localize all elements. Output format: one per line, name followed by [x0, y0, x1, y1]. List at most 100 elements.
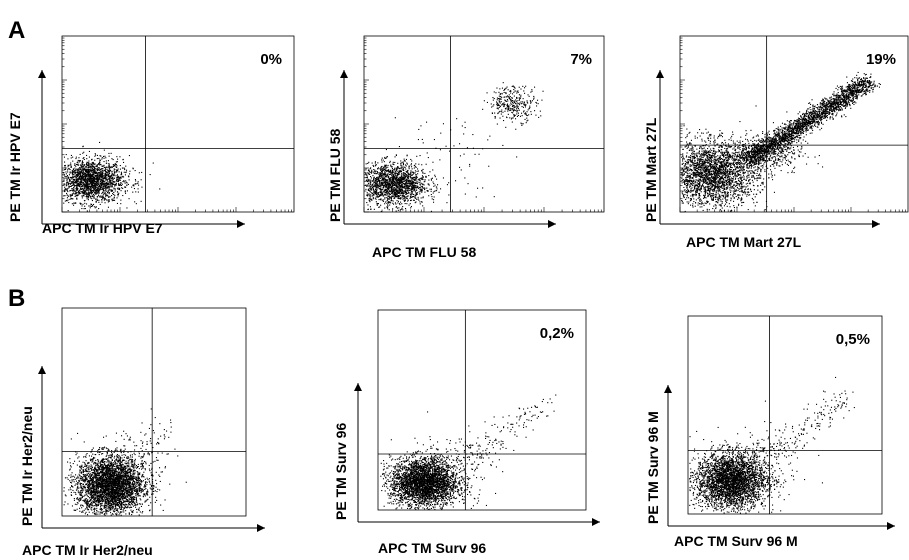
data-point — [417, 170, 419, 172]
data-point — [109, 184, 111, 186]
data-point — [110, 176, 112, 178]
data-point — [405, 191, 407, 193]
data-point — [66, 189, 68, 191]
data-point — [702, 156, 704, 158]
data-point — [98, 162, 100, 164]
data-point — [64, 186, 66, 188]
data-point — [398, 192, 400, 194]
data-point — [392, 188, 394, 190]
data-point — [724, 182, 726, 184]
data-point — [390, 189, 392, 191]
data-point — [88, 179, 90, 181]
data-point — [87, 180, 89, 182]
data-point — [378, 186, 380, 188]
data-point — [396, 175, 398, 177]
data-point — [395, 178, 397, 180]
data-point — [401, 195, 403, 197]
data-point — [106, 186, 108, 188]
data-point — [490, 103, 492, 105]
data-point — [83, 179, 85, 181]
data-point — [97, 183, 99, 185]
data-point — [382, 188, 384, 190]
data-point — [403, 200, 405, 202]
data-point — [111, 177, 113, 179]
data-point — [124, 191, 126, 193]
data-point — [723, 162, 725, 164]
data-point — [103, 182, 105, 184]
data-point — [68, 177, 70, 179]
data-point — [702, 148, 704, 150]
data-point — [96, 192, 98, 194]
data-point — [412, 195, 414, 197]
data-point — [114, 199, 116, 201]
data-point — [113, 183, 115, 185]
data-point — [99, 185, 101, 187]
x-arrow-head — [548, 220, 556, 228]
data-point — [390, 171, 392, 173]
data-point — [67, 191, 69, 193]
data-point — [707, 162, 709, 164]
data-point — [411, 192, 413, 194]
data-point — [689, 166, 691, 168]
data-point — [102, 178, 104, 180]
data-point — [396, 169, 398, 171]
data-point — [493, 104, 495, 106]
data-point — [533, 95, 535, 97]
data-point — [701, 163, 703, 165]
data-point — [421, 138, 423, 140]
data-point — [83, 180, 85, 182]
data-point — [717, 181, 719, 183]
data-point — [372, 185, 374, 187]
data-point — [376, 179, 378, 181]
data-point — [394, 191, 396, 193]
data-point — [394, 171, 396, 173]
data-point — [376, 191, 378, 193]
data-point — [79, 160, 81, 162]
data-point — [388, 185, 390, 187]
data-point — [713, 173, 715, 175]
data-point — [409, 175, 411, 177]
data-point — [764, 186, 766, 188]
data-point — [754, 196, 756, 198]
data-point — [525, 105, 527, 107]
data-point — [399, 204, 401, 206]
data-point — [77, 163, 79, 165]
data-point — [69, 182, 71, 184]
data-point — [404, 187, 406, 189]
data-point — [402, 162, 404, 164]
data-point — [511, 100, 513, 102]
data-point — [726, 154, 728, 156]
data-point — [723, 181, 725, 183]
data-point — [372, 175, 374, 177]
data-point — [402, 194, 404, 196]
data-point — [82, 190, 84, 192]
data-point — [108, 200, 110, 202]
data-point — [108, 190, 110, 192]
data-point — [108, 186, 110, 188]
data-point — [510, 109, 512, 111]
data-point — [420, 188, 422, 190]
data-point — [65, 177, 67, 179]
data-point — [118, 175, 120, 177]
data-point — [425, 176, 427, 178]
data-point — [748, 174, 750, 176]
data-point — [105, 171, 107, 173]
data-point — [747, 192, 749, 194]
data-point — [97, 174, 99, 176]
data-point — [381, 168, 383, 170]
data-point — [396, 206, 398, 208]
data-point — [92, 183, 94, 185]
data-point — [402, 198, 404, 200]
data-point — [537, 99, 539, 101]
data-point — [419, 184, 421, 186]
data-point — [415, 174, 417, 176]
data-point — [496, 103, 498, 105]
data-point — [64, 166, 66, 168]
data-point — [93, 181, 95, 183]
data-point — [96, 169, 98, 171]
data-point — [376, 180, 378, 182]
data-point — [118, 178, 120, 180]
data-point — [378, 179, 380, 181]
data-point — [387, 176, 389, 178]
data-point — [429, 188, 431, 190]
